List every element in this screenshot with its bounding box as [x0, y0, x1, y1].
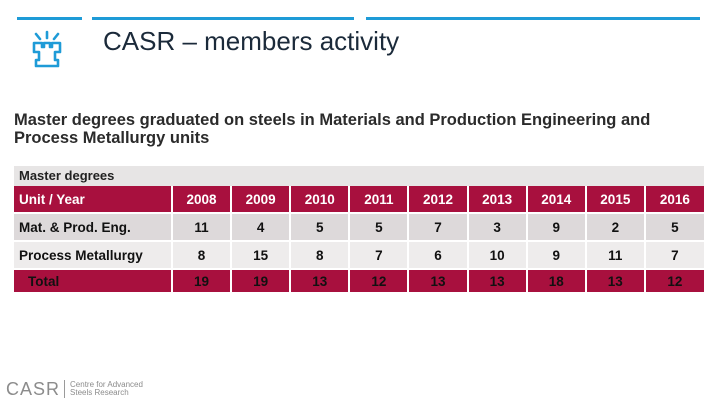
table-cell: 12	[348, 268, 409, 292]
footer-subtitle-line2: Steels Research	[70, 388, 129, 397]
footer-subtitle: Centre for Advanced Steels Research	[70, 381, 143, 397]
table-cell: 18	[525, 268, 586, 292]
header-year: 2016	[643, 186, 704, 213]
table-cell: 7	[348, 240, 409, 269]
table-cell: 4	[230, 212, 291, 241]
table-row: Process Metallurgy 8 15 8 7 6 10 9 11 7	[14, 240, 704, 269]
section-heading: Master degrees graduated on steels in Ma…	[14, 111, 651, 147]
top-accent-bar-right	[366, 17, 700, 20]
table-cell: 19	[170, 268, 232, 292]
table-cell: 9	[525, 240, 586, 269]
table-cell: 8	[289, 240, 350, 269]
table-cell: 13	[466, 268, 527, 292]
table-cell: 7	[643, 240, 704, 269]
table-cell: 12	[643, 268, 704, 292]
row-label: Process Metallurgy	[14, 240, 172, 269]
header-year: 2012	[407, 186, 468, 213]
table-cell: 8	[170, 240, 232, 269]
table-cell: 5	[348, 212, 409, 241]
table-cell: 13	[407, 268, 468, 292]
table-cell: 19	[230, 268, 291, 292]
header-year: 2010	[289, 186, 350, 213]
table-cell: 2	[584, 212, 645, 241]
table-cell: 15	[230, 240, 291, 269]
table-cell: 5	[289, 212, 350, 241]
table-cell: 13	[289, 268, 350, 292]
header-year: 2014	[525, 186, 586, 213]
header-year: 2015	[584, 186, 645, 213]
table-cell: 10	[466, 240, 527, 269]
footer-brand: CASR	[6, 380, 66, 398]
table-total-row: Total 19 19 13 12 13 13 18 13 12	[14, 268, 704, 292]
table-cell: 13	[584, 268, 645, 292]
table-cell: 6	[407, 240, 468, 269]
master-degrees-table: Master degrees Unit / Year 2008 2009 201…	[14, 166, 704, 292]
header-year: 2011	[348, 186, 409, 213]
table-cell: 5	[643, 212, 704, 241]
slide-title: CASR – members activity	[103, 26, 400, 56]
university-logo-icon	[32, 30, 62, 68]
top-accent-bar-left	[17, 17, 82, 20]
table-cell: 9	[525, 212, 586, 241]
header-year: 2009	[230, 186, 291, 213]
header-unit-year: Unit / Year	[14, 186, 172, 213]
footer-casr-logo: CASR Centre for Advanced Steels Research	[6, 380, 143, 398]
row-label: Mat. & Prod. Eng.	[14, 212, 172, 241]
table-cell: 3	[466, 212, 527, 241]
data-table: Unit / Year 2008 2009 2010 2011 2012 201…	[14, 186, 704, 292]
top-accent-bar-middle	[92, 17, 354, 20]
table-header-row: Unit / Year 2008 2009 2010 2011 2012 201…	[14, 186, 704, 213]
table-row: Mat. & Prod. Eng. 11 4 5 5 7 3 9 2 5	[14, 212, 704, 241]
table-cell: 7	[407, 212, 468, 241]
header-year: 2013	[466, 186, 527, 213]
footer-subtitle-line1: Centre for Advanced	[70, 380, 143, 389]
table-cell: 11	[584, 240, 645, 269]
row-label: Total	[14, 268, 172, 292]
table-cell: 11	[170, 212, 232, 241]
table-caption: Master degrees	[14, 166, 704, 186]
header-year: 2008	[170, 186, 232, 213]
